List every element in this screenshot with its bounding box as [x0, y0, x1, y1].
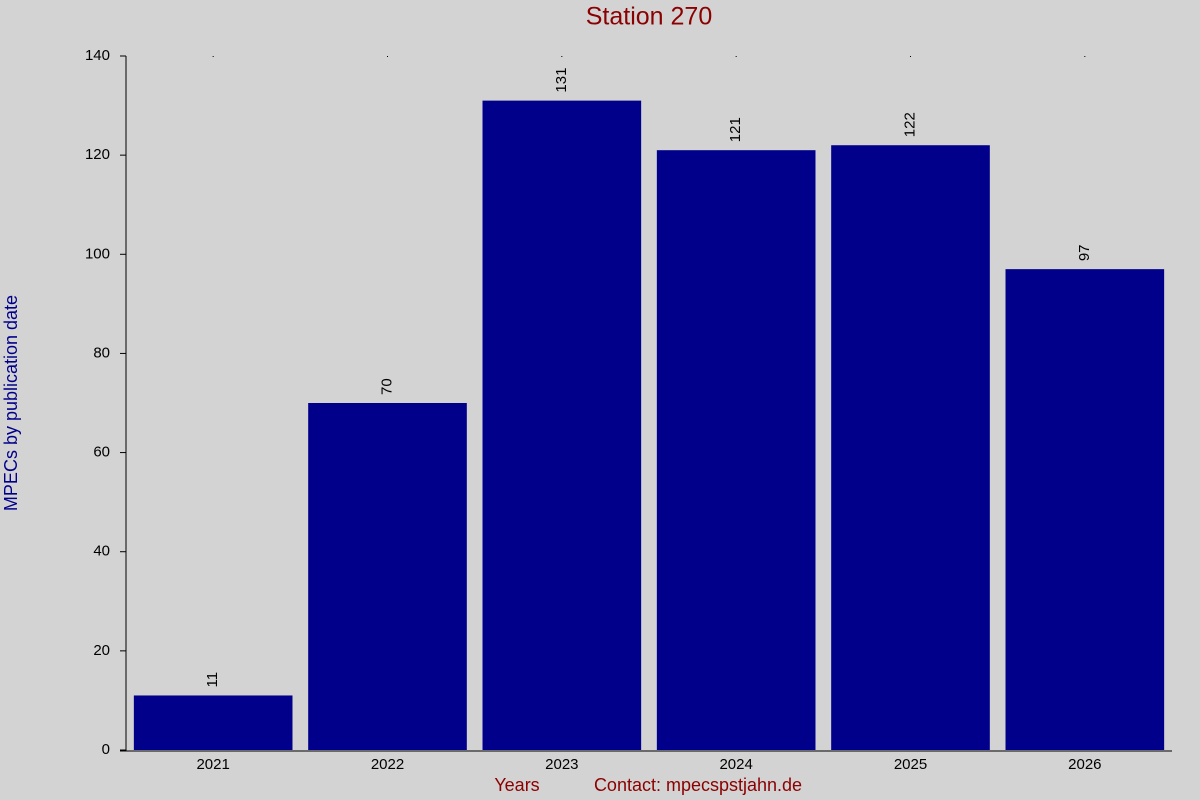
y-tick-label: 40: [93, 543, 110, 560]
annotation: Contact: mpecspstjahn.de: [594, 775, 802, 795]
value-label: 70: [378, 378, 395, 395]
bar: [133, 695, 293, 750]
x-tick-label: 2021: [196, 756, 229, 773]
y-axis-label: MPECs by publication date: [1, 295, 21, 511]
x-tick-label: 2026: [1068, 756, 1101, 773]
y-tick-label: 120: [85, 146, 110, 163]
value-label: 121: [727, 117, 744, 142]
value-label: 131: [553, 68, 570, 93]
x-tick-label: 2024: [719, 756, 752, 773]
y-tick-label: 100: [85, 245, 110, 262]
x-tick-label: 2023: [545, 756, 578, 773]
y-tick-label: 140: [85, 47, 110, 64]
x-tick-label: 2022: [371, 756, 404, 773]
x-axis-label: Years: [494, 775, 539, 795]
y-tick-label: 60: [93, 444, 110, 461]
y-tick-label: 80: [93, 344, 110, 361]
y-tick-label: 20: [93, 642, 110, 659]
bar: [308, 403, 467, 750]
bar: [482, 100, 642, 751]
bar: [1005, 269, 1165, 750]
bar: [656, 150, 816, 750]
x-tick-label: 2025: [894, 756, 927, 773]
value-label: 97: [1076, 244, 1093, 261]
value-label: 11: [204, 672, 221, 688]
value-label: 122: [901, 112, 918, 137]
bar: [831, 145, 990, 750]
y-tick-label: 0: [102, 741, 110, 758]
chart-title: Station 270: [586, 3, 713, 31]
